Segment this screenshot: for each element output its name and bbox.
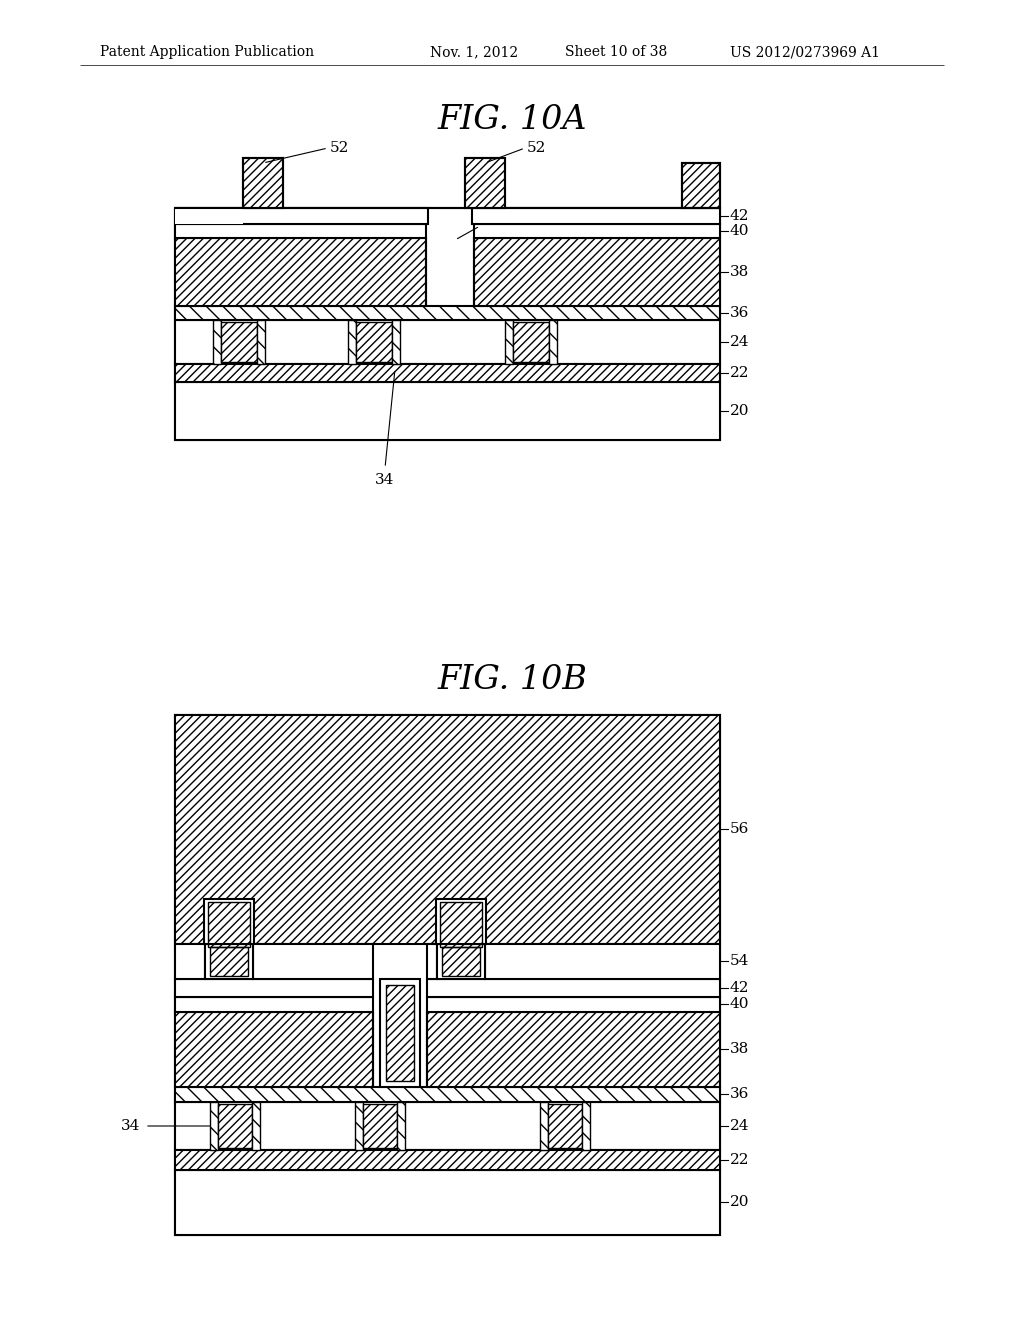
Text: 22: 22 (730, 366, 750, 380)
Bar (355, 1102, 362, 1150)
Bar (505, 319, 513, 364)
Text: Nov. 1, 2012: Nov. 1, 2012 (430, 45, 518, 59)
Text: 38: 38 (730, 1041, 750, 1056)
Text: 34: 34 (121, 1119, 140, 1133)
Text: 20: 20 (730, 1195, 750, 1209)
Bar (465, 158, 505, 209)
Bar (243, 158, 283, 209)
Text: 34: 34 (376, 473, 394, 487)
Bar (582, 1102, 590, 1150)
Bar (208, 902, 250, 946)
Bar (513, 322, 549, 362)
Text: 52: 52 (527, 141, 547, 154)
Bar (175, 715, 720, 944)
Text: 40: 40 (730, 997, 750, 1011)
Text: 36: 36 (730, 1086, 750, 1101)
Bar (175, 209, 243, 224)
Bar (348, 319, 356, 364)
Bar (427, 1012, 720, 1086)
Bar (474, 224, 720, 238)
Bar (253, 944, 373, 979)
Bar (436, 899, 486, 944)
Text: FIG. 10B: FIG. 10B (437, 664, 587, 696)
Bar (362, 1104, 397, 1148)
Text: 24: 24 (730, 335, 750, 348)
Bar (474, 238, 720, 306)
Bar (218, 1104, 252, 1148)
Text: 52: 52 (330, 141, 349, 154)
Bar (252, 1102, 260, 1150)
Text: US 2012/0273969 A1: US 2012/0273969 A1 (730, 45, 880, 59)
Bar (427, 997, 720, 1012)
Text: 42: 42 (730, 209, 750, 223)
Bar (175, 306, 720, 319)
Bar (204, 899, 254, 944)
Bar (548, 1104, 582, 1148)
Text: 38: 38 (730, 265, 750, 279)
Bar (472, 209, 720, 224)
Bar (175, 944, 205, 979)
Bar (682, 162, 720, 209)
Bar (175, 1170, 720, 1236)
Bar (485, 944, 720, 979)
Bar (205, 944, 253, 979)
Bar (442, 946, 480, 975)
Bar (397, 1102, 406, 1150)
Text: 36: 36 (730, 306, 750, 319)
Bar (175, 997, 373, 1012)
Bar (175, 1012, 373, 1086)
Bar (427, 979, 720, 997)
Text: Sheet 10 of 38: Sheet 10 of 38 (565, 45, 668, 59)
Text: FIG. 10A: FIG. 10A (437, 104, 587, 136)
Bar (427, 944, 437, 979)
Text: 46: 46 (482, 219, 502, 234)
Bar (175, 1150, 720, 1170)
Bar (175, 1086, 720, 1102)
Bar (549, 319, 557, 364)
Text: 22: 22 (730, 1152, 750, 1167)
Bar (175, 381, 720, 440)
Bar (175, 979, 373, 997)
Bar (437, 944, 485, 979)
Bar (221, 322, 257, 362)
Bar (540, 1102, 548, 1150)
Bar (210, 946, 248, 975)
Bar (175, 209, 720, 440)
Text: Patent Application Publication: Patent Application Publication (100, 45, 314, 59)
Bar (392, 319, 400, 364)
Bar (386, 985, 414, 1081)
Text: 42: 42 (730, 981, 750, 995)
Bar (380, 979, 420, 1086)
Bar (175, 209, 428, 224)
Text: 24: 24 (730, 1119, 750, 1133)
Bar (175, 364, 720, 381)
Bar (175, 715, 720, 1236)
Text: 54: 54 (730, 954, 750, 968)
Bar (175, 1102, 720, 1150)
Bar (257, 319, 265, 364)
Bar (243, 158, 283, 209)
Bar (440, 902, 482, 946)
Bar (356, 322, 392, 362)
Text: 40: 40 (730, 224, 750, 238)
Bar (465, 158, 505, 209)
Bar (210, 1102, 218, 1150)
Bar (175, 224, 426, 238)
Bar (175, 319, 720, 364)
Text: 56: 56 (730, 822, 750, 836)
Text: 20: 20 (730, 404, 750, 418)
Bar (213, 319, 221, 364)
Bar (682, 162, 720, 209)
Bar (175, 238, 426, 306)
